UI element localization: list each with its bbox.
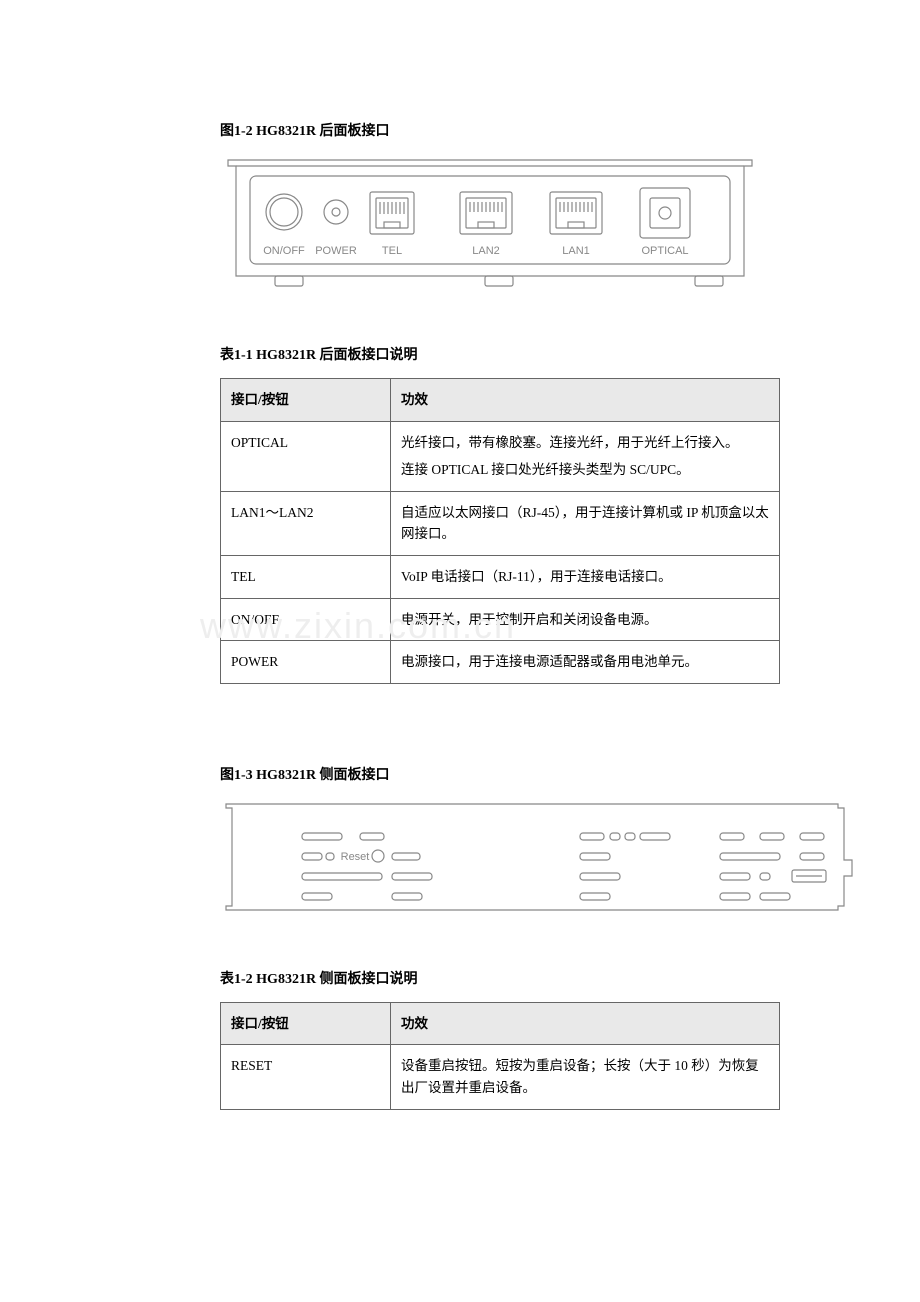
table-row: RESET设备重启按钮。短按为重启设备；长按（大于 10 秒）为恢复出厂设置并重… [221,1045,780,1109]
label-reset: Reset [341,851,370,863]
figure-1-2: ON/OFF POWER TEL LAN2 LAN1 OPTICAL [220,154,810,294]
rear-panel-diagram: ON/OFF POWER TEL LAN2 LAN1 OPTICAL [220,154,760,294]
table-cell-key: POWER [221,641,391,684]
table-cell-value: VoIP 电话接口（RJ-11），用于连接电话接口。 [391,555,780,598]
table-cell-key: TEL [221,555,391,598]
figure-1-3: Reset [220,798,810,918]
table-cell-value: 电源接口，用于连接电源适配器或备用电池单元。 [391,641,780,684]
label-optical: OPTICAL [641,245,688,257]
label-power: POWER [315,245,357,257]
label-lan1: LAN1 [562,245,590,257]
table2-header-1: 功效 [391,1002,780,1045]
table-1-2-caption: 表1-2 HG8321R 侧面板接口说明 [220,968,810,988]
table-row: TELVoIP 电话接口（RJ-11），用于连接电话接口。 [221,555,780,598]
table-cell-key: LAN1～LAN2 [221,491,391,555]
table-row: LAN1～LAN2自适应以太网接口（RJ-45），用于连接计算机或 IP 机顶盒… [221,491,780,555]
table-cell-key: RESET [221,1045,391,1109]
table-row: POWER电源接口，用于连接电源适配器或备用电池单元。 [221,641,780,684]
table-1-2: 接口/按钮 功效 RESET设备重启按钮。短按为重启设备；长按（大于 10 秒）… [220,1002,780,1110]
table2-header-0: 接口/按钮 [221,1002,391,1045]
figure-1-3-caption: 图1-3 HG8321R 侧面板接口 [220,764,810,784]
table-row: OPTICAL光纤接口，带有橡胶塞。连接光纤，用于光纤上行接入。连接 OPTIC… [221,421,780,491]
table-1-1-caption: 表1-1 HG8321R 后面板接口说明 [220,344,810,364]
label-tel: TEL [382,245,402,257]
table-cell-key: ON/OFF [221,598,391,641]
table-row: ON/OFF电源开关，用于控制开启和关闭设备电源。 [221,598,780,641]
table-cell-value: 光纤接口，带有橡胶塞。连接光纤，用于光纤上行接入。连接 OPTICAL 接口处光… [391,421,780,491]
table-cell-value: 设备重启按钮。短按为重启设备；长按（大于 10 秒）为恢复出厂设置并重启设备。 [391,1045,780,1109]
table-cell-value: 电源开关，用于控制开启和关闭设备电源。 [391,598,780,641]
table-cell-value: 自适应以太网接口（RJ-45），用于连接计算机或 IP 机顶盒以太网接口。 [391,491,780,555]
table1-header-0: 接口/按钮 [221,379,391,422]
table1-header-1: 功效 [391,379,780,422]
label-lan2: LAN2 [472,245,500,257]
figure-1-2-caption: 图1-2 HG8321R 后面板接口 [220,120,810,140]
table-cell-key: OPTICAL [221,421,391,491]
side-panel-diagram: Reset [220,798,860,918]
table-1-1: 接口/按钮 功效 OPTICAL光纤接口，带有橡胶塞。连接光纤，用于光纤上行接入… [220,378,780,684]
label-onoff: ON/OFF [263,245,305,257]
